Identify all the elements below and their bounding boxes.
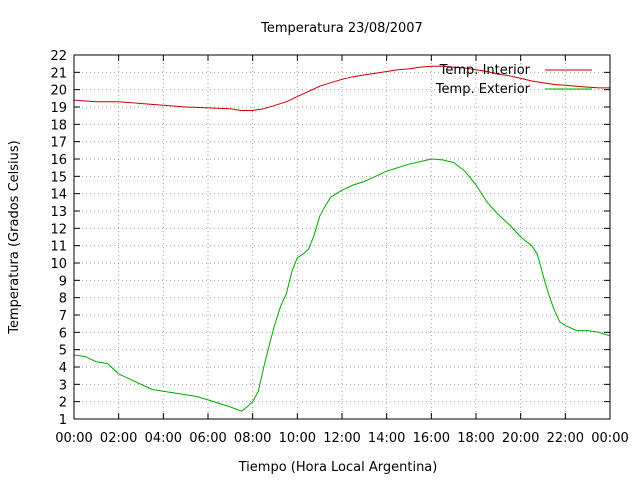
legend-label-exterior: Temp. Exterior <box>435 82 531 97</box>
y-tick-label: 22 <box>50 49 67 64</box>
chart-title: Temperatura 23/08/2007 <box>260 21 423 36</box>
y-tick-label: 6 <box>59 326 67 341</box>
x-tick-label: 06:00 <box>189 431 226 446</box>
x-tick-label: 18:00 <box>457 431 494 446</box>
y-tick-label: 9 <box>59 274 67 289</box>
x-tick-label: 10:00 <box>279 431 316 446</box>
y-tick-label: 2 <box>59 396 67 411</box>
y-tick-label: 12 <box>50 222 67 237</box>
y-tick-label: 14 <box>50 188 67 203</box>
series-line-exterior <box>73 158 611 412</box>
y-tick-label: 11 <box>50 240 67 255</box>
x-tick-label: 08:00 <box>234 431 271 446</box>
y-tick-label: 5 <box>59 344 67 359</box>
y-tick-label: 21 <box>50 66 67 81</box>
x-tick-label: 00:00 <box>55 431 92 446</box>
y-tick-label: 17 <box>50 136 67 151</box>
series-layer <box>73 65 611 412</box>
axis-ticks: 1234567891011121314151617181920212200:00… <box>50 49 628 446</box>
y-axis-label: Temperatura (Grados Celsius) <box>7 140 22 334</box>
x-tick-label: 02:00 <box>100 431 137 446</box>
y-tick-label: 19 <box>50 101 67 116</box>
legend: Temp. Interior Temp. Exterior <box>435 63 592 97</box>
x-tick-label: 12:00 <box>323 431 360 446</box>
x-tick-label: 04:00 <box>145 431 182 446</box>
y-tick-label: 13 <box>50 205 67 220</box>
y-tick-label: 4 <box>59 361 67 376</box>
y-tick-label: 15 <box>50 170 67 185</box>
x-tick-label: 00:00 <box>591 431 628 446</box>
plot-frame <box>73 54 611 420</box>
y-tick-label: 1 <box>59 413 67 428</box>
x-axis-label: Tiempo (Hora Local Argentina) <box>238 460 438 475</box>
x-tick-label: 14:00 <box>368 431 405 446</box>
x-tick-label: 20:00 <box>502 431 539 446</box>
y-tick-label: 18 <box>50 118 67 133</box>
y-tick-label: 20 <box>50 84 67 99</box>
grid-lines <box>74 55 610 419</box>
y-tick-label: 7 <box>59 309 67 324</box>
y-tick-label: 10 <box>50 257 67 272</box>
y-tick-label: 3 <box>59 378 67 393</box>
x-tick-label: 22:00 <box>547 431 584 446</box>
series-line-interior <box>73 65 610 111</box>
legend-label-interior: Temp. Interior <box>439 63 531 78</box>
y-tick-label: 16 <box>50 153 67 168</box>
y-tick-label: 8 <box>59 292 67 307</box>
x-tick-label: 16:00 <box>413 431 450 446</box>
